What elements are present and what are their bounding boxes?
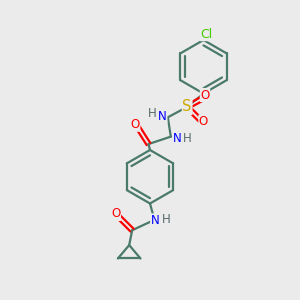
Text: N: N bbox=[158, 110, 167, 123]
Text: O: O bbox=[199, 115, 208, 128]
Text: Cl: Cl bbox=[200, 28, 213, 40]
Text: N: N bbox=[173, 132, 182, 145]
Text: H: H bbox=[162, 213, 171, 226]
Text: H: H bbox=[148, 107, 157, 120]
Text: N: N bbox=[151, 214, 159, 227]
Text: O: O bbox=[111, 207, 120, 220]
Text: O: O bbox=[200, 88, 210, 101]
Text: S: S bbox=[182, 99, 192, 114]
Text: H: H bbox=[183, 132, 191, 145]
Text: O: O bbox=[130, 118, 140, 131]
